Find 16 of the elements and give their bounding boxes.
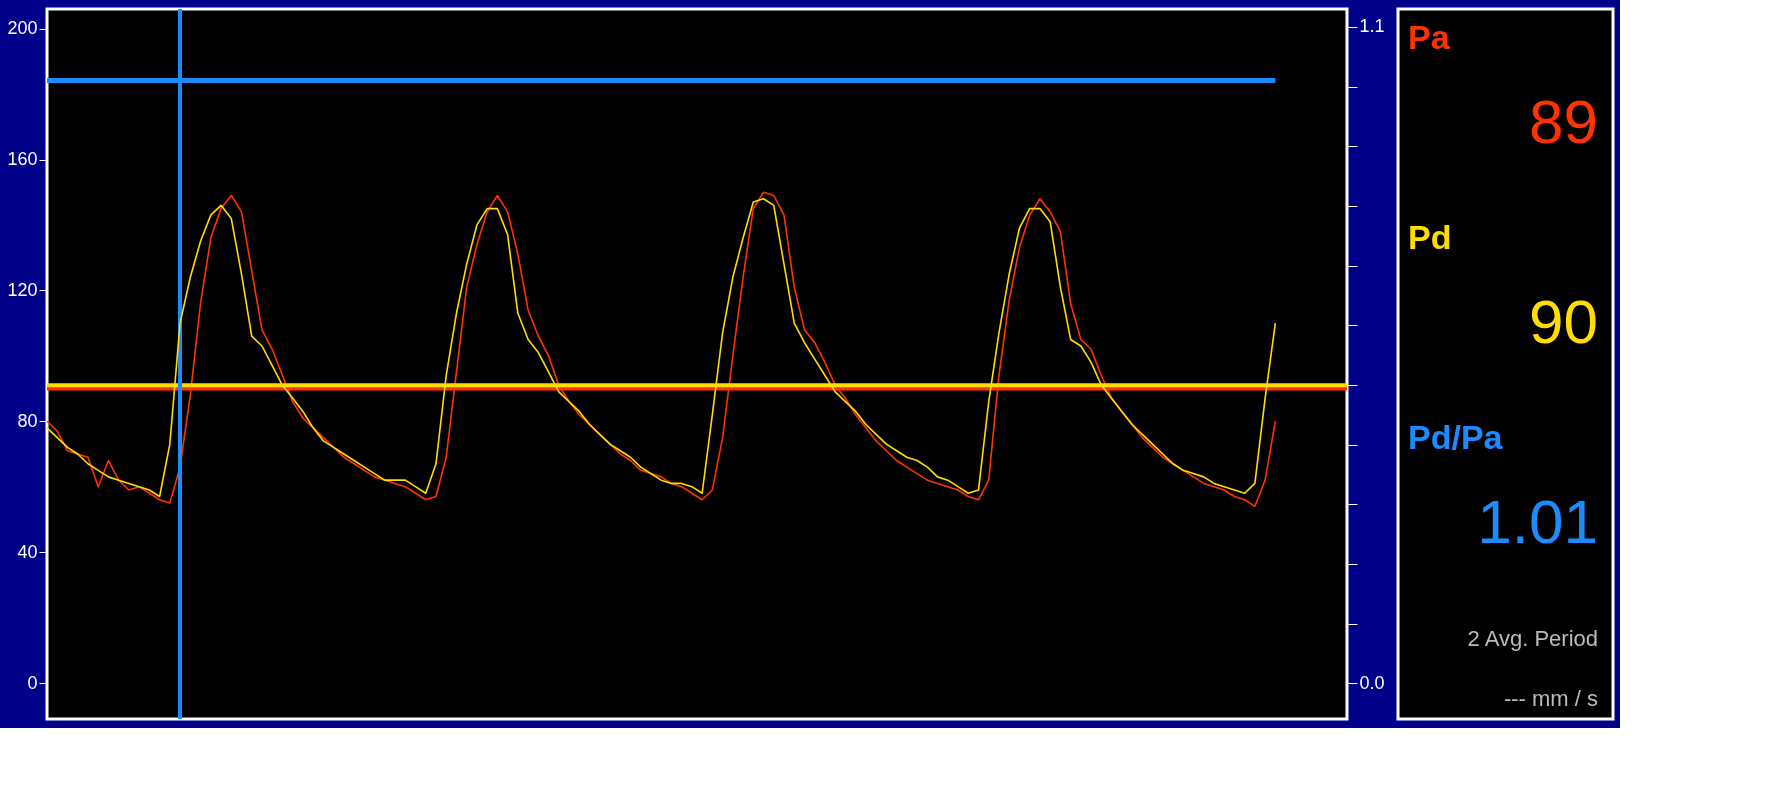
- text: 2 Avg. Period: [1467, 626, 1598, 651]
- y-tick-label: 200: [7, 18, 38, 39]
- text: Pd/Pa: [1408, 418, 1504, 456]
- text: 90: [1529, 287, 1598, 356]
- y-tick-label: 0: [27, 672, 38, 693]
- y2-tick-label: 0.0: [1359, 672, 1385, 693]
- y-tick-label: 160: [7, 149, 38, 170]
- y2-tick-label: 1.1: [1359, 16, 1385, 37]
- text: --- mm / s: [1503, 686, 1598, 711]
- y-tick-label: 40: [17, 541, 38, 562]
- text: Pd: [1408, 218, 1452, 256]
- text: 89: [1529, 87, 1598, 156]
- text: 1.01: [1477, 487, 1598, 556]
- text: Pa: [1408, 18, 1451, 56]
- y-tick-label: 120: [7, 279, 38, 300]
- y-tick-label: 80: [17, 410, 38, 431]
